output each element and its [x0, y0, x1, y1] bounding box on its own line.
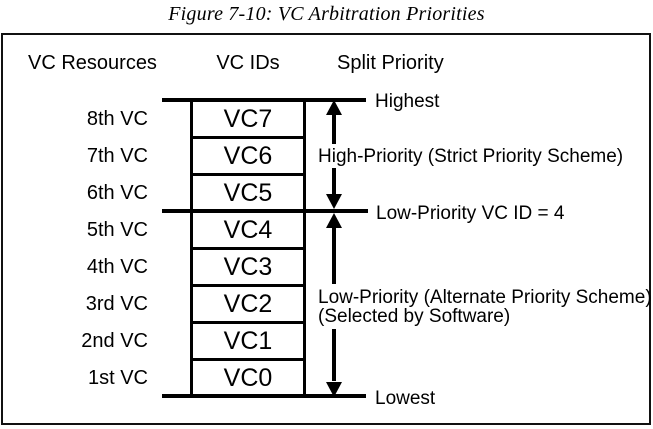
high-priority-scheme-label: High-Priority (Strict Priority Scheme)	[318, 146, 624, 167]
vc-id-cell: VC1	[193, 324, 303, 361]
vc-id-cell: VC2	[193, 287, 303, 324]
vc-resource-label: 8th VC	[86, 108, 148, 130]
lowest-label: Lowest	[375, 388, 436, 409]
vc-resource-label: 6th VC	[86, 182, 148, 204]
high-priority-arrow-shaft	[332, 112, 336, 144]
low-priority-arrow-shaft	[332, 329, 336, 381]
arrowhead-down-icon	[326, 194, 342, 209]
column-header-vc-ids: VC IDs	[216, 52, 280, 74]
low-priority-scheme-line2: (Selected by Software)	[318, 306, 511, 327]
arrowhead-up-icon	[326, 100, 342, 115]
low-priority-scheme-line1: Low-Priority (Alternate Priority Scheme)	[318, 287, 652, 308]
vc-resource-label: 4th VC	[86, 256, 148, 278]
vc-id-cell: VC3	[193, 250, 303, 287]
vc-id-cell: VC5	[193, 176, 303, 213]
figure-title: Figure 7-10: VC Arbitration Priorities	[168, 3, 485, 25]
vc-resource-label: 1st VC	[87, 367, 148, 389]
vc-id-cell: VC0	[223, 364, 273, 392]
vc-id-cell: VC7	[193, 102, 303, 139]
low-priority-scheme-label: Low-Priority (Alternate Priority Scheme)…	[318, 288, 652, 326]
vc-id-stack: VC7 VC6 VC5 VC4 VC3 VC2 VC1 VC0	[190, 99, 306, 398]
column-header-split-priority: Split Priority	[337, 52, 444, 74]
highest-label: Highest	[375, 91, 440, 112]
vc-resource-label: 5th VC	[86, 219, 148, 241]
vc-resource-label: 2nd VC	[81, 330, 148, 352]
high-priority-arrow-shaft	[332, 168, 336, 196]
vc-id-cell: VC6	[193, 139, 303, 176]
vc-resource-label: 3rd VC	[85, 293, 148, 315]
vc-resource-label: 7th VC	[86, 145, 148, 167]
vc-id-cell: VC4	[193, 213, 303, 250]
priority-split-line	[162, 209, 368, 213]
lowest-priority-line	[162, 394, 366, 398]
arrowhead-down-icon	[326, 382, 342, 397]
arrowhead-up-icon	[326, 213, 342, 228]
low-priority-arrow-shaft	[332, 226, 336, 284]
column-header-vc-resources: VC Resources	[28, 52, 157, 74]
highest-priority-line	[162, 98, 366, 102]
low-priority-boundary-label: Low-Priority VC ID = 4	[376, 203, 565, 224]
